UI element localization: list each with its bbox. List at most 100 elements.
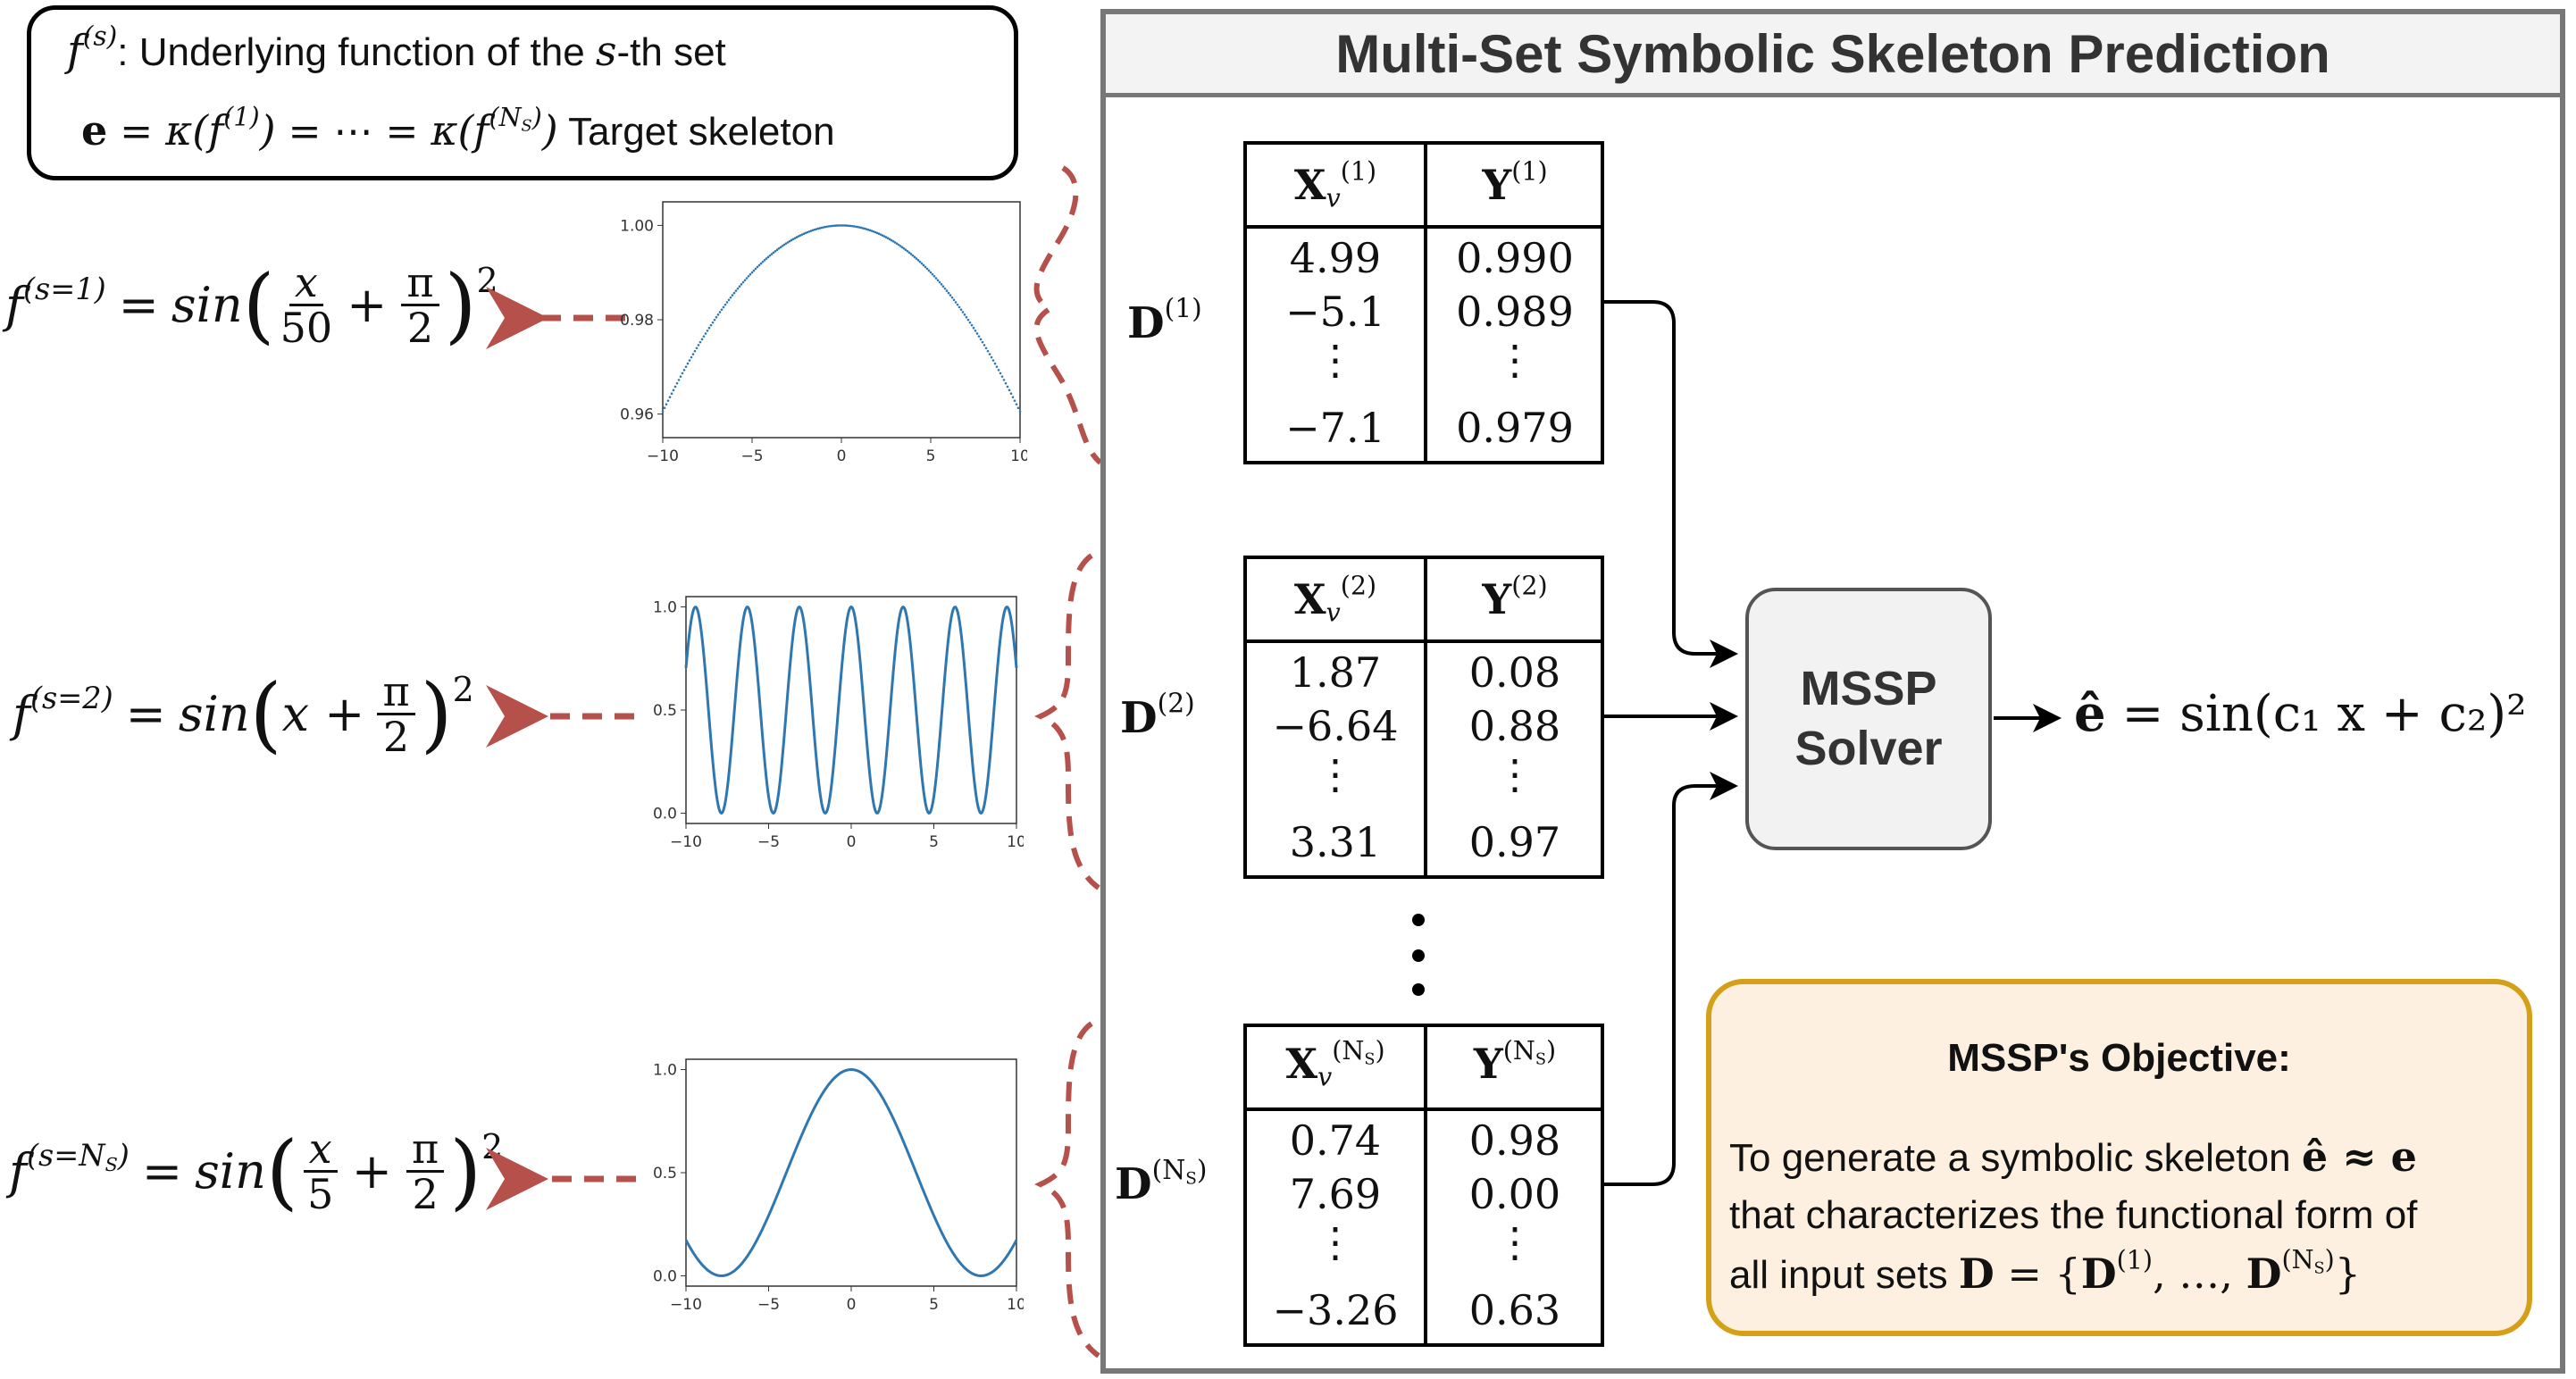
data-point bbox=[741, 280, 745, 284]
data-point bbox=[974, 330, 977, 332]
y-tick-label: 1.0 bbox=[653, 1062, 677, 1080]
data-point bbox=[970, 323, 974, 327]
x-tick-label: −5 bbox=[757, 1296, 780, 1314]
data-point bbox=[749, 272, 752, 276]
data-point bbox=[952, 298, 956, 302]
data-point bbox=[956, 303, 959, 306]
connector-table-NS bbox=[1601, 772, 1738, 1186]
data-point bbox=[702, 335, 706, 338]
data-point bbox=[968, 321, 972, 324]
data-point bbox=[770, 253, 774, 255]
data-point bbox=[938, 280, 941, 284]
data-point bbox=[795, 236, 799, 238]
data-point bbox=[879, 233, 882, 236]
data-point bbox=[929, 271, 933, 274]
data-point bbox=[838, 224, 841, 227]
data-point bbox=[782, 243, 786, 247]
data-point bbox=[695, 347, 698, 350]
data-point bbox=[688, 359, 691, 362]
data-point bbox=[850, 224, 854, 228]
data-point bbox=[675, 381, 679, 385]
x-tick-label: 5 bbox=[929, 833, 939, 851]
data-point bbox=[736, 287, 740, 290]
data-point bbox=[900, 246, 904, 249]
data-point bbox=[670, 392, 673, 396]
data-point bbox=[936, 279, 940, 282]
table-cell: 0.74 bbox=[1289, 1116, 1382, 1165]
table-header-x: Xv(1) bbox=[1293, 156, 1377, 213]
data-point bbox=[831, 224, 834, 228]
data-point bbox=[713, 318, 716, 322]
data-point bbox=[881, 234, 884, 237]
brace-3 bbox=[1034, 1021, 1100, 1358]
data-point bbox=[679, 375, 682, 378]
solver-label-line2: Solver bbox=[1794, 722, 1943, 775]
dataset-label-2: D(2) bbox=[1120, 688, 1195, 743]
data-point bbox=[977, 335, 981, 338]
data-point bbox=[933, 275, 936, 278]
table-cell: 0.979 bbox=[1456, 404, 1574, 452]
data-table-2: Xv(2) Y(2) 1.87 0.08 −6.64 0.88 ⋮ ⋮ 3.31… bbox=[1243, 556, 1604, 879]
data-point bbox=[807, 230, 811, 233]
y-tick-label: 1.00 bbox=[620, 217, 654, 235]
data-point bbox=[840, 224, 843, 227]
data-point bbox=[997, 368, 1000, 372]
table-header-y: Y(2) bbox=[1482, 571, 1548, 623]
data-point bbox=[866, 228, 870, 231]
data-point bbox=[727, 298, 731, 302]
data-point bbox=[774, 249, 777, 253]
brace-1 bbox=[1033, 165, 1103, 465]
data-point bbox=[799, 234, 802, 237]
data-point bbox=[945, 289, 949, 292]
data-point bbox=[777, 247, 781, 250]
x-tick-label: −5 bbox=[757, 833, 780, 851]
data-point bbox=[1004, 381, 1008, 385]
data-point bbox=[697, 344, 700, 347]
data-point bbox=[934, 277, 938, 280]
table-cell: 1.87 bbox=[1289, 648, 1382, 697]
data-point bbox=[686, 362, 690, 365]
data-point bbox=[899, 245, 902, 247]
data-point bbox=[988, 353, 991, 355]
data-point bbox=[995, 365, 999, 368]
data-point bbox=[884, 236, 888, 238]
data-point bbox=[732, 291, 736, 295]
table-cell: 0.63 bbox=[1468, 1286, 1561, 1334]
table-header-y: Y(NS) bbox=[1473, 1035, 1557, 1088]
table-cell: 0.98 bbox=[1468, 1116, 1561, 1165]
data-point bbox=[845, 224, 849, 227]
data-point bbox=[750, 271, 754, 274]
data-point bbox=[906, 249, 909, 253]
data-point bbox=[972, 326, 975, 330]
data-point bbox=[691, 353, 695, 355]
data-point bbox=[979, 338, 983, 341]
data-point bbox=[841, 224, 845, 227]
data-point bbox=[959, 308, 963, 311]
x-tick-label: −5 bbox=[740, 447, 763, 465]
data-point bbox=[716, 313, 720, 316]
series-line bbox=[684, 1068, 1018, 1277]
data-point bbox=[918, 260, 922, 263]
data-point bbox=[1009, 392, 1013, 396]
data-point bbox=[690, 355, 693, 359]
data-point bbox=[916, 259, 920, 262]
data-point bbox=[734, 289, 738, 292]
data-point bbox=[1011, 396, 1015, 398]
table-cell: ⋮ bbox=[1494, 336, 1535, 384]
data-point bbox=[941, 285, 945, 288]
data-point bbox=[806, 230, 809, 234]
x-tick-label: 5 bbox=[926, 447, 936, 465]
plot-set-NS: −10 −5 0 5 10 1.0 0.5 0.0 bbox=[653, 1058, 1024, 1314]
ellipsis-dot bbox=[1412, 949, 1425, 962]
data-point bbox=[772, 251, 775, 255]
data-point bbox=[832, 224, 836, 228]
data-point bbox=[752, 269, 756, 272]
data-point bbox=[800, 233, 804, 236]
plot-frame bbox=[662, 201, 1021, 439]
data-point bbox=[847, 224, 850, 228]
data-point bbox=[947, 291, 950, 295]
objective-text: To generate a symbolic skeleton ê ≈ e th… bbox=[1729, 1132, 2418, 1298]
data-point bbox=[725, 301, 729, 304]
